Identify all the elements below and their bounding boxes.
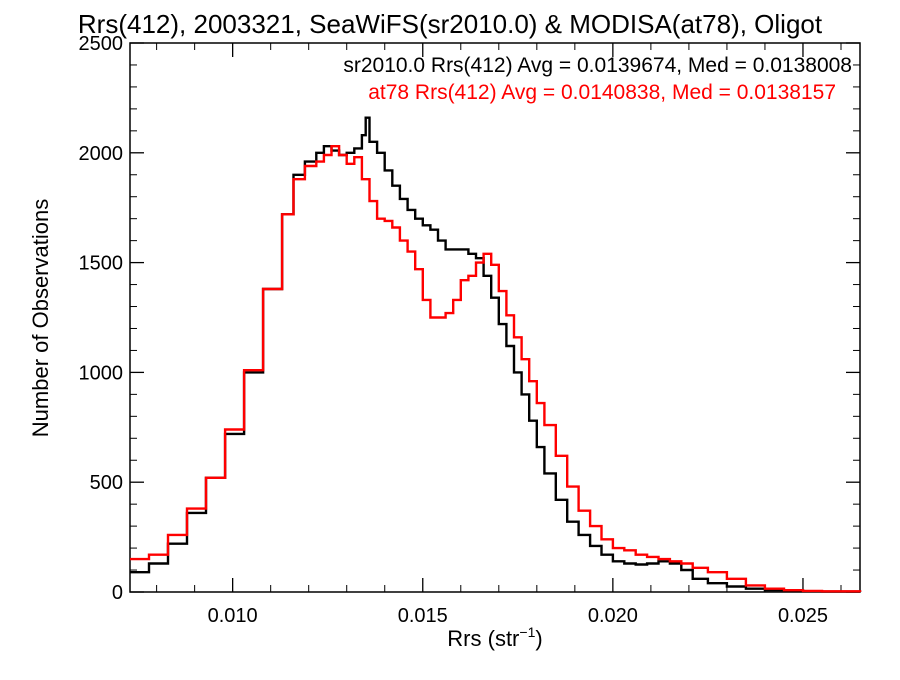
series-line-at78	[130, 145, 862, 593]
x-tick-label: 0.010	[208, 605, 258, 627]
y-axis-label: Number of Observations	[28, 199, 53, 437]
x-tick-label: 0.020	[588, 605, 638, 627]
x-tick-label: 0.015	[398, 605, 448, 627]
series-annotation-sr2010: sr2010.0 Rrs(412) Avg = 0.0139674, Med =…	[343, 54, 852, 77]
y-tick-label: 1500	[79, 253, 124, 275]
y-tick-label: 500	[90, 472, 123, 494]
y-tick-label: 2000	[79, 143, 124, 165]
axis-ticks: 0.010 0.015 0.020 0.025 0 500 1000 1500 2000 2500	[79, 33, 860, 627]
y-tick-label: 0	[112, 582, 123, 604]
y-tick-label: 1000	[79, 362, 124, 384]
x-tick-label: 0.025	[778, 605, 828, 627]
chart-title: Rrs(412), 2003321, SeaWiFS(sr2010.0) & M…	[78, 9, 823, 39]
x-axis-label: Rrs (str−1)	[447, 624, 542, 651]
series-line-sr20100	[130, 116, 862, 593]
plot-frame	[129, 42, 861, 593]
series-annotation-at78: at78 Rrs(412) Avg = 0.0140838, Med = 0.0…	[368, 81, 836, 104]
y-tick-label: 2500	[79, 33, 124, 55]
series-layer	[130, 116, 862, 593]
